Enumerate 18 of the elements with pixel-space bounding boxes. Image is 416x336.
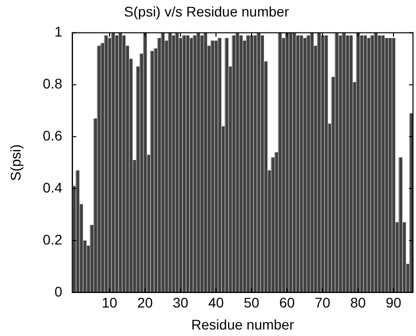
x-tick-label: 50 bbox=[244, 294, 260, 311]
x-tick-label: 30 bbox=[172, 294, 189, 311]
x-tick-label: 70 bbox=[314, 294, 330, 311]
y-tick-label: 1 bbox=[54, 24, 62, 40]
x-tick-label: 60 bbox=[279, 294, 295, 311]
y-tick-label: 0 bbox=[54, 283, 62, 300]
x-tick-label: 80 bbox=[350, 294, 366, 311]
y-tick-label: 0.8 bbox=[42, 76, 62, 92]
x-tick-label: 90 bbox=[386, 294, 402, 311]
chart-title: S(psi) v/s Residue number bbox=[124, 3, 290, 20]
x-tick-label: 40 bbox=[208, 294, 224, 311]
y-tick-label: 0.2 bbox=[42, 231, 62, 248]
y-tick-label: 0.6 bbox=[42, 128, 62, 144]
y-tick-label: 0.4 bbox=[42, 179, 62, 196]
y-axis-title: S(psi) bbox=[7, 144, 24, 181]
x-tick-label: 20 bbox=[137, 294, 154, 311]
x-tick-label: 10 bbox=[102, 294, 118, 311]
x-axis-title: Residue number bbox=[191, 316, 294, 332]
